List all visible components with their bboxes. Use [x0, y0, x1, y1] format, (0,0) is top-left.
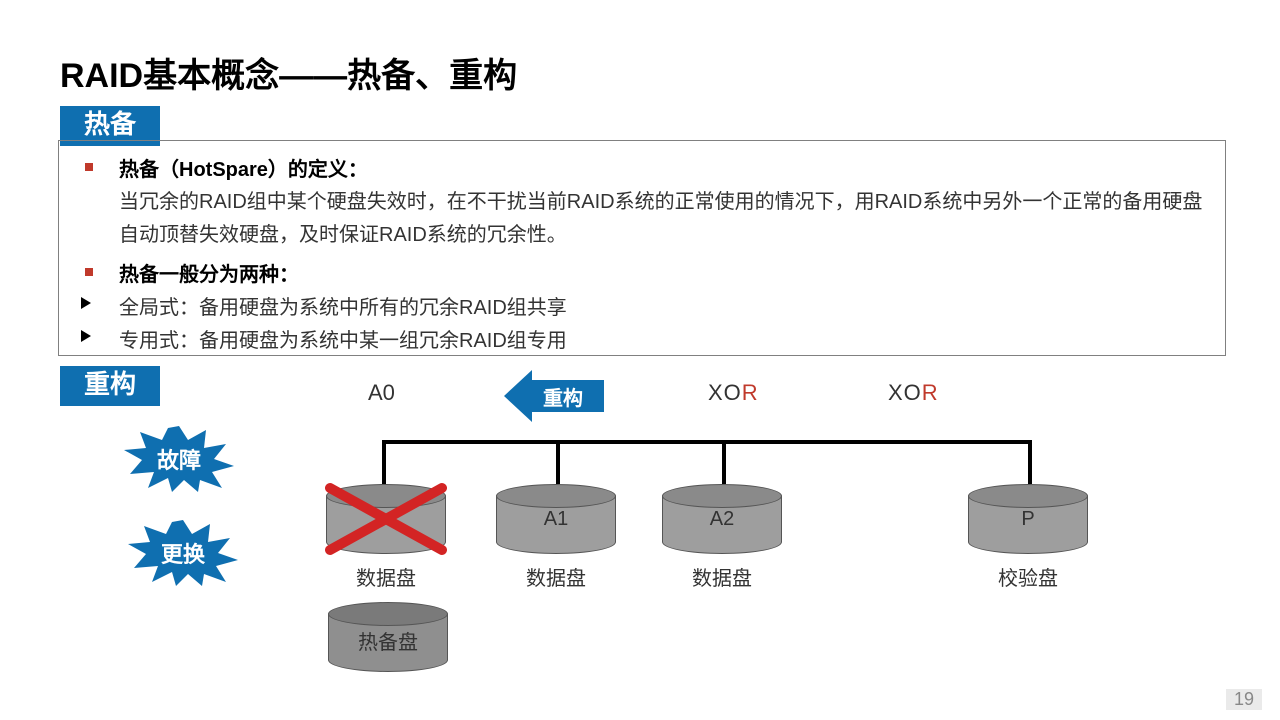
rebuild-arrow: 重构: [504, 370, 604, 422]
disk-d0-inner-label: [326, 508, 446, 554]
xor-label-1: XOR: [888, 380, 939, 406]
disk-d0-caption: 数据盘: [326, 562, 446, 591]
hotspare-types-heading: 热备一般分为两种：: [77, 258, 1207, 287]
disk-dp-caption: 校验盘: [968, 562, 1088, 591]
hotspare-info-box: 热备（HotSpare）的定义： 当冗余的RAID组中某个硬盘失效时，在不干扰当…: [58, 140, 1226, 356]
disk-hs-inner-label: 热备盘: [328, 626, 448, 672]
disk-d0: 数据盘: [326, 484, 446, 591]
slide-title: RAID基本概念——热备、重构: [60, 48, 517, 97]
disk-d2: A2 数据盘: [662, 484, 782, 591]
burst-replace: 更换: [128, 520, 238, 586]
bus-drop-3: [1028, 440, 1032, 484]
hotspare-def-heading: 热备（HotSpare）的定义：: [77, 153, 1207, 182]
disk-dp: P 校验盘: [968, 484, 1088, 591]
disk-d1-caption: 数据盘: [496, 562, 616, 591]
hotspare-def-body: 当冗余的RAID组中某个硬盘失效时，在不干扰当前RAID系统的正常使用的情况下，…: [77, 186, 1207, 252]
disk-d2-caption: 数据盘: [662, 562, 782, 591]
burst-fault: 故障: [124, 426, 234, 492]
disk-d1-inner-label: A1: [496, 508, 616, 554]
rebuild-diagram: 故障 更换 A0 重构 XOR XOR 数据盘 A1 数据盘 A2 数据盘 P 校验盘热备盘: [0, 360, 1280, 700]
bus-horizontal: [382, 440, 1030, 444]
burst-replace-label: 更换: [128, 520, 238, 586]
rebuild-arrow-label: 重构: [504, 370, 604, 422]
burst-fault-label: 故障: [124, 426, 234, 492]
bus-drop-2: [722, 440, 726, 484]
page-number: 19: [1226, 689, 1262, 710]
hotspare-type-dedicated: 专用式：备用硬盘为系统中某一组冗余RAID组专用: [77, 324, 1207, 353]
disk-hs: 热备盘: [328, 602, 448, 672]
label-a0: A0: [368, 380, 395, 406]
disk-d2-inner-label: A2: [662, 508, 782, 554]
xor-label-0: XOR: [708, 380, 759, 406]
bus-drop-0: [382, 440, 386, 484]
hotspare-type-global: 全局式：备用硬盘为系统中所有的冗余RAID组共享: [77, 291, 1207, 320]
disk-dp-inner-label: P: [968, 508, 1088, 554]
disk-d1: A1 数据盘: [496, 484, 616, 591]
bus-drop-1: [556, 440, 560, 484]
